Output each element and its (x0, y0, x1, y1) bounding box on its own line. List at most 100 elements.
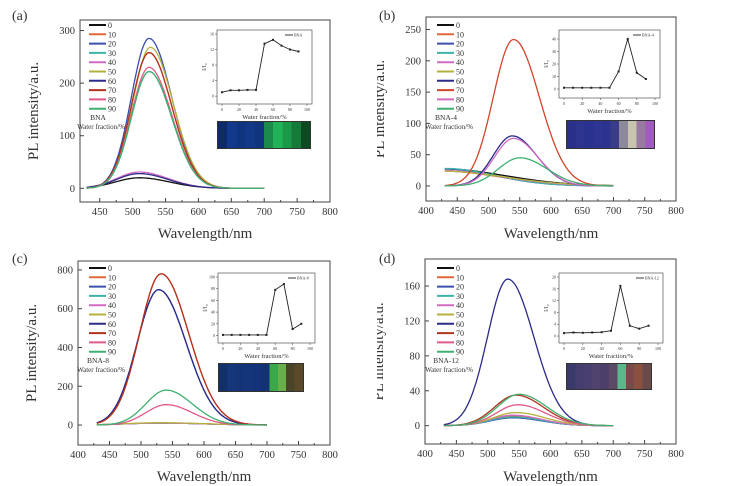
legend-label: 60 (108, 77, 116, 86)
x-axis-label: Wavelength/nm (503, 469, 598, 485)
y-tick-label: 200 (405, 56, 421, 67)
inset-x-tick-label: 40 (254, 107, 258, 112)
x-tick-label: 450 (449, 449, 465, 460)
inset-point (638, 327, 641, 330)
inset-point (222, 333, 224, 336)
legend-label: 20 (108, 283, 116, 292)
inset-frame (217, 272, 316, 344)
y-tick-label: 40 (410, 386, 421, 397)
legend-label: 40 (456, 301, 464, 310)
y-tick-label: 250 (405, 25, 421, 36)
legend-label: 60 (456, 320, 464, 329)
inset-point (644, 78, 647, 80)
inset-point (291, 328, 294, 331)
legend-label: 70 (108, 86, 116, 95)
legend-label: 60 (108, 320, 116, 329)
inset-point (591, 331, 594, 334)
x-axis-label: Wavelength/nm (157, 469, 252, 485)
x-axis-label: Wavelength/nm (158, 226, 253, 242)
inset-point (248, 333, 251, 336)
chart-svg: (c)400 450 500 550 600 650 700 750 8000200400600… (12, 252, 338, 485)
legend-label: 50 (108, 311, 116, 320)
inset-y-tick-label: 100 (209, 275, 215, 280)
x-tick-label: 750 (637, 206, 653, 217)
legend-label: 30 (108, 292, 116, 301)
legend-title: Water fraction/% (425, 123, 473, 131)
inset-y-tick-label: 16 (552, 286, 556, 291)
inset-y-label: I/I₀ (202, 63, 208, 71)
sample-name: BNA-12 (433, 356, 459, 365)
inset-y-tick-label: 0 (213, 333, 215, 338)
x-tick-label: 600 (191, 207, 207, 218)
x-tick-label: 750 (637, 449, 653, 460)
inset-y-tick-label: 12 (210, 47, 214, 52)
inset-point (230, 333, 233, 336)
legend-label: 10 (456, 30, 464, 39)
inset-x-tick-label: 20 (238, 346, 242, 351)
x-tick-label: 700 (605, 449, 621, 460)
inset-x-tick-label: 100 (655, 346, 661, 351)
inset-point (635, 71, 638, 74)
inset-point (626, 38, 629, 40)
x-tick-label: 550 (165, 450, 181, 461)
inset-point (610, 329, 612, 332)
inset-point (246, 88, 249, 91)
legend-title: Water fraction/% (77, 366, 125, 374)
x-tick-label: 450 (102, 450, 118, 461)
y-tick-label: 160 (404, 282, 420, 293)
inset-y-tick-label: 0 (554, 334, 556, 339)
inset-y-tick-label: 20 (552, 62, 556, 67)
inset-point (628, 324, 631, 327)
x-tick-label: 450 (92, 207, 108, 218)
legend-label: 70 (108, 329, 116, 338)
panel-label: (b) (379, 9, 396, 24)
inset-x-tick-label: 40 (598, 101, 602, 106)
inset-x-tick-label: 0 (221, 107, 223, 112)
y-tick-label: 150 (405, 88, 421, 99)
x-tick-label: 400 (417, 449, 433, 460)
y-tick-label: 0 (415, 421, 420, 432)
panel-d: (d) 400 450 500 550 600 650 700 750 800 0 40 80 120 16… (377, 243, 754, 486)
inset-line (221, 39, 299, 93)
inset-x-tick-label: 80 (291, 346, 295, 351)
x-tick-label: 800 (668, 206, 684, 217)
inset-x-tick-label: 100 (652, 101, 658, 106)
y-tick-label: 100 (59, 131, 75, 142)
inset-x-tick-label: 100 (307, 346, 313, 351)
inset-point (239, 333, 242, 336)
x-tick-label: 400 (418, 206, 434, 217)
inset-x-label: Water fraction/% (589, 353, 634, 360)
y-tick-label: 80 (410, 351, 421, 362)
y-axis-label: PL intensity/a.u. (377, 302, 387, 400)
inset-x-tick-label: 0 (563, 346, 565, 351)
inset-point (229, 89, 232, 92)
y-tick-label: 0 (70, 184, 75, 195)
inset-point (617, 70, 620, 73)
inset-x-tick-label: 0 (563, 101, 565, 106)
panel-a: (a) 450 500 550 600 650 700 750 800 0 100 200 300 Wav… (0, 0, 377, 243)
inset-point (263, 42, 266, 45)
series-line-70 (96, 273, 267, 426)
legend-label: 70 (456, 329, 464, 338)
series-line-90 (444, 157, 614, 187)
y-tick-label: 800 (57, 265, 73, 276)
inset-point (581, 331, 584, 334)
y-tick-label: 100 (405, 119, 421, 130)
y-tick-label: 200 (57, 382, 73, 393)
y-tick-label: 50 (411, 150, 422, 161)
inset-y-tick-label: 0 (554, 87, 556, 92)
chart-svg: (b)400 450 500 550 600 650 700 750 8000501001502… (377, 9, 684, 242)
legend-label: 80 (108, 95, 116, 104)
x-tick-label: 500 (125, 207, 141, 218)
inset-x-tick-label: 20 (237, 107, 241, 112)
inset-x-tick-label: 80 (635, 101, 639, 106)
inset-y-tick-label: 10 (552, 74, 556, 79)
x-tick-label: 500 (481, 206, 497, 217)
legend-label: 30 (456, 49, 464, 58)
inset-legend-label: BNA-8 (297, 276, 309, 281)
inset-legend-label: BNA (294, 33, 303, 38)
legend-label: 70 (456, 86, 464, 95)
inset-point (255, 88, 257, 91)
x-tick-label: 700 (259, 450, 275, 461)
